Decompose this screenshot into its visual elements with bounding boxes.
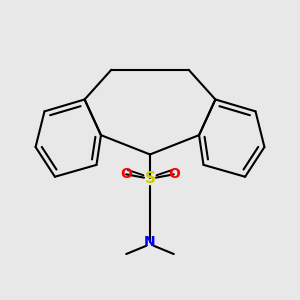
Text: S: S — [145, 171, 155, 186]
Text: O: O — [120, 167, 132, 182]
Text: O: O — [168, 167, 180, 182]
Text: N: N — [144, 235, 156, 249]
